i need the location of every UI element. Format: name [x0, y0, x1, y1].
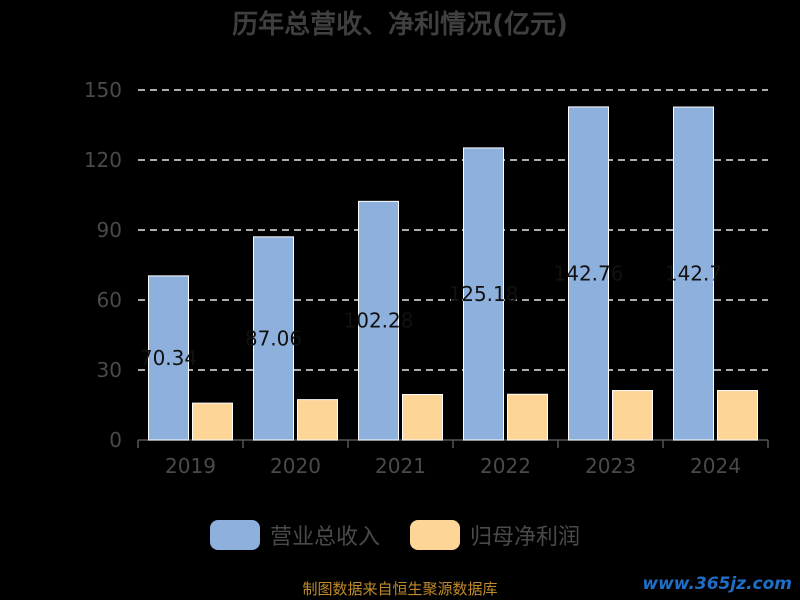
bar-归母净利润-2023 — [612, 390, 653, 441]
grid-lines — [138, 89, 768, 371]
y-tick-label: 30 — [97, 358, 122, 382]
bar-归母净利润-2019 — [192, 402, 233, 441]
source-note: 制图数据来自恒生聚源数据库 — [302, 580, 498, 598]
bar-归母净利润-2024 — [717, 390, 758, 441]
bar-value-label: 142.7 — [665, 262, 722, 286]
bar-营业总收入-2024 — [673, 106, 714, 441]
legend-label-营业总收入: 营业总收入 — [270, 525, 380, 550]
x-tick-label: 2020 — [270, 454, 321, 478]
y-tick-label: 90 — [97, 218, 122, 242]
x-tick-label: 2021 — [375, 454, 426, 478]
x-tick-label: 2023 — [585, 454, 636, 478]
x-tick-label: 2024 — [690, 454, 741, 478]
bar-营业总收入-2021 — [358, 200, 399, 441]
bar-value-label: 87.06 — [245, 326, 302, 350]
bar-归母净利润-2022 — [507, 393, 548, 441]
bar-value-label: 70.34 — [140, 346, 197, 370]
bar-营业总收入-2023 — [568, 106, 609, 441]
legend-swatch-归母净利润 — [410, 520, 460, 550]
bar-归母净利润-2021 — [402, 394, 443, 441]
y-tick-label: 0 — [109, 428, 122, 452]
bar-营业总收入-2020 — [253, 236, 294, 441]
bar-营业总收入-2022 — [463, 147, 504, 441]
bar-value-label: 102.28 — [344, 309, 414, 333]
bar-labels: 70.34 87.06 102.28 125.18 142.76 142.7 — [140, 261, 722, 369]
bar-value-label: 125.18 — [449, 282, 519, 306]
y-tick-label: 120 — [84, 148, 122, 172]
legend: 营业总收入 归母净利润 — [210, 520, 580, 550]
y-tick-label: 150 — [84, 78, 122, 102]
y-axis: 0 30 60 90 120 150 — [84, 78, 122, 452]
x-axis: 2019 2020 2021 2022 2023 2024 — [137, 439, 769, 478]
watermark: www.365jz.com — [642, 574, 792, 594]
bars — [148, 106, 758, 441]
legend-label-归母净利润: 归母净利润 — [470, 525, 580, 550]
bar-归母净利润-2020 — [297, 399, 338, 441]
y-tick-label: 60 — [97, 288, 122, 312]
x-tick-label: 2022 — [480, 454, 531, 478]
bar-value-label: 142.76 — [554, 261, 624, 285]
x-tick-label: 2019 — [165, 454, 216, 478]
bar-营业总收入-2019 — [148, 275, 189, 441]
legend-swatch-营业总收入 — [210, 520, 260, 550]
chart-title: 历年总营收、净利情况(亿元) — [232, 9, 568, 40]
